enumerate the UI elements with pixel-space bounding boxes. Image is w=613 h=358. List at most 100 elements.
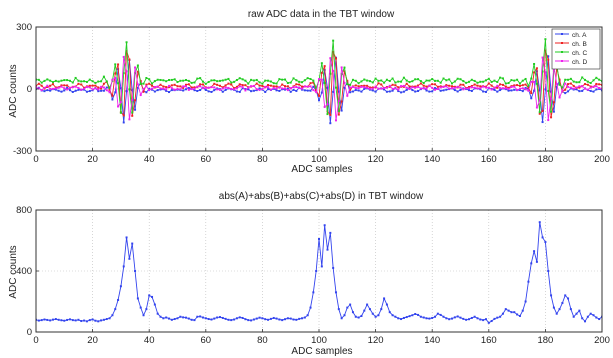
data-point xyxy=(77,318,80,321)
data-point xyxy=(513,311,516,314)
data-point xyxy=(182,86,185,89)
data-point xyxy=(349,91,352,94)
data-point xyxy=(94,81,97,84)
data-point xyxy=(349,88,352,91)
data-point xyxy=(434,79,437,82)
data-point xyxy=(343,70,346,73)
data-point xyxy=(428,84,431,87)
data-point xyxy=(173,83,176,86)
x-tick-label: 40 xyxy=(144,335,155,346)
data-point xyxy=(484,90,487,93)
data-point xyxy=(241,86,244,89)
data-point xyxy=(493,88,496,91)
data-point xyxy=(598,78,601,81)
data-point xyxy=(589,89,592,92)
data-point xyxy=(470,316,473,319)
data-point xyxy=(289,90,292,93)
data-point xyxy=(210,318,213,321)
data-point xyxy=(289,81,292,84)
data-point xyxy=(414,86,417,89)
data-point xyxy=(97,320,100,323)
data-point xyxy=(473,79,476,82)
data-point xyxy=(439,85,442,88)
data-point xyxy=(303,85,306,88)
data-point xyxy=(323,224,326,227)
data-point xyxy=(43,90,46,93)
data-point xyxy=(402,316,405,319)
data-point xyxy=(504,308,507,311)
data-point xyxy=(63,84,66,87)
data-point xyxy=(100,80,103,83)
data-point xyxy=(569,308,572,311)
data-point xyxy=(402,76,405,79)
data-point xyxy=(244,84,247,87)
data-point xyxy=(538,112,541,115)
data-point xyxy=(340,66,343,69)
data-point xyxy=(37,319,40,322)
data-point xyxy=(165,88,168,91)
data-point xyxy=(360,85,363,88)
data-point xyxy=(533,71,536,74)
data-point xyxy=(301,81,304,84)
data-point xyxy=(244,89,247,92)
data-point xyxy=(368,87,371,90)
data-point xyxy=(168,317,171,320)
data-point xyxy=(318,99,320,102)
data-point xyxy=(142,314,145,317)
data-point xyxy=(284,318,287,321)
data-point xyxy=(63,87,66,90)
data-point xyxy=(558,308,561,311)
data-point xyxy=(366,79,369,82)
data-point xyxy=(247,88,250,91)
data-point xyxy=(85,320,88,323)
data-point xyxy=(184,78,187,81)
data-point xyxy=(318,94,320,97)
data-point xyxy=(57,80,60,83)
legend-label: ch. D xyxy=(572,59,587,66)
data-point xyxy=(241,87,244,90)
data-point xyxy=(360,314,363,317)
data-point xyxy=(190,86,193,89)
data-point xyxy=(388,90,391,93)
data-point xyxy=(581,89,584,92)
data-point xyxy=(252,89,255,92)
data-point xyxy=(349,86,352,89)
data-point xyxy=(151,87,154,90)
data-point xyxy=(360,80,363,83)
data-point xyxy=(145,85,148,88)
data-point xyxy=(400,85,403,88)
data-point xyxy=(550,110,553,113)
data-point xyxy=(320,71,323,74)
data-point xyxy=(247,82,250,85)
data-point xyxy=(117,105,120,108)
data-point xyxy=(162,317,165,320)
data-point xyxy=(479,80,482,83)
data-point xyxy=(326,248,329,251)
data-point xyxy=(320,78,323,81)
data-point xyxy=(453,316,456,319)
data-point xyxy=(490,88,493,91)
data-point xyxy=(484,79,487,82)
data-point xyxy=(128,257,131,260)
data-point xyxy=(227,82,230,85)
data-point xyxy=(564,92,567,95)
data-point xyxy=(111,98,114,101)
x-tick-label: 180 xyxy=(537,335,553,346)
data-point xyxy=(156,312,159,315)
data-point xyxy=(111,78,114,81)
data-point xyxy=(221,316,224,319)
data-point xyxy=(419,80,422,83)
data-point xyxy=(284,85,287,88)
legend-marker xyxy=(561,42,563,44)
data-point xyxy=(71,86,74,89)
data-point xyxy=(436,87,439,90)
data-point xyxy=(394,315,397,318)
data-point xyxy=(278,318,281,321)
legend: ch. A ch. B ch. C ch. D xyxy=(551,28,601,70)
data-point xyxy=(207,80,210,83)
data-point xyxy=(131,98,134,101)
data-point xyxy=(85,90,88,93)
data-point xyxy=(357,82,360,85)
data-point xyxy=(63,89,66,92)
data-point xyxy=(482,85,485,88)
